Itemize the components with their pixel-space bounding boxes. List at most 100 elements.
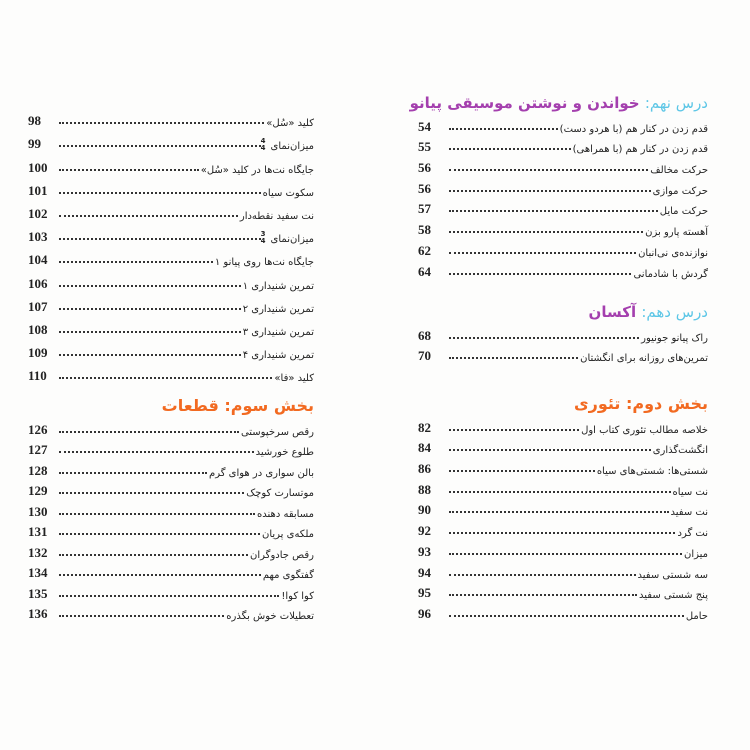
dot-leader [449,127,558,130]
dot-leader [59,191,261,194]
toc-entry[interactable]: جایگاه نت‌ها در کلید «سُل» 100 [28,152,314,176]
dot-leader [59,430,239,433]
toc-entry[interactable]: نوازنده‌ی نی‌انبان 62 [418,238,708,259]
entry-title: خلاصه مطالب تئوری کتاب اول [581,424,708,436]
time-signature-digit: 4 [260,144,266,153]
dot-leader [449,210,658,213]
page-number: 100 [28,159,48,175]
page-number: 82 [418,419,431,435]
entry-title: تمرین شنیداری ۴ [242,350,314,362]
page-number: 135 [28,585,48,601]
dot-leader [59,261,213,264]
toc-entry[interactable]: گفتگوی مهم 134 [28,561,314,581]
toc-entry[interactable]: حرکت مایل 57 [418,197,708,217]
page-number: 134 [28,565,48,580]
page-number: 127 [28,442,48,457]
dot-leader [449,573,636,576]
entry-title: تمرین شنیداری ۱ [242,280,314,292]
toc-entry[interactable]: خلاصه مطالب تئوری کتاب اول 82 [418,415,708,436]
part-3-section: بخش سوم: قطعات رقص سرخپوستی 126 طلوع خورشی… [28,395,314,622]
toc-entry[interactable]: تمرین شنیداری ۳ 108 [28,315,314,338]
toc-entry[interactable]: سه شستی سفید 94 [418,560,708,581]
dot-leader [59,451,254,453]
toc-entry[interactable]: شستی‌ها: شستی‌های سیاه 86 [418,456,708,477]
entry-title: میزان‌نمای [270,234,314,246]
toc-entry[interactable]: تعطیلات خوش بگذره 136 [28,602,314,622]
dot-leader [449,470,595,473]
toc-entry[interactable]: تمرین شنیداری ۲ 107 [28,292,314,315]
toc-entry[interactable]: قدم زدن در کنار هم (با همراهی) 55 [418,135,708,155]
toc-entry[interactable]: میزان‌نمای 3 4 103 [28,222,314,245]
toc-entry[interactable]: رقص سرخپوستی 126 [28,417,314,438]
toc-entry[interactable]: پنج شستی سفید 95 [418,581,708,601]
toc-entry[interactable]: موتسارت کوچک 129 [28,479,314,499]
toc-entry[interactable]: حرکت موازی 56 [418,176,708,197]
dot-leader [449,251,637,254]
toc-entry[interactable]: نت گرد 92 [418,518,708,539]
toc-entry[interactable]: میزان‌نمای 4 4 99 [28,129,314,152]
dot-leader [59,553,249,556]
toc-entry[interactable]: راک پیانو جونیور 68 [418,323,708,344]
page-number: 107 [28,298,48,314]
page-number: 95 [418,585,431,601]
page-number: 126 [28,421,48,437]
entry-title: گردش با شادمانی [633,268,708,280]
entry-title: نت سیاه [672,486,708,498]
toc-entry[interactable]: نت سفید نقطه‌دار 102 [28,199,314,222]
toc-entry[interactable]: گردش با شادمانی 64 [418,259,708,280]
toc-entry[interactable]: نت سفید 90 [418,498,709,519]
toc-entry[interactable]: انگشت‌گذاری 84 [418,436,708,457]
entry-title: بالن سواری در هوای گرم [209,467,314,479]
page-number: 102 [28,205,48,221]
toc-entry[interactable]: حرکت مخالف 56 [418,155,708,176]
dot-leader [59,492,245,494]
entry-title: رقص جادوگران [250,549,314,561]
toc-entry[interactable]: قدم زدن در کنار هم (با هردو دست) 54 [418,114,708,135]
toc-entry[interactable]: ملکه‌ی پریان 131 [28,520,314,540]
entry-title: حرکت موازی [652,185,708,197]
dot-leader [59,168,199,171]
dot-leader [59,145,261,148]
toc-entry[interactable]: حامل 96 [418,601,708,622]
page-number: 88 [418,481,431,497]
lesson-title: خواندن و نوشتن موسیقی پیانو [409,94,640,112]
dot-leader [59,122,265,125]
entry-title: کلید «سُل» [266,118,314,130]
page-number: 131 [28,524,48,539]
dot-leader [449,552,682,555]
toc-list: قدم زدن در کنار هم (با هردو دست) 54 قدم زد… [418,114,708,280]
toc-entry[interactable]: بالن سواری در هوای گرم 128 [28,458,314,479]
page-number: 99 [28,136,41,152]
dot-leader [449,511,669,514]
dot-leader [59,615,225,617]
toc-entry[interactable]: رقص جادوگران 132 [28,540,314,561]
entry-title: رقص سرخپوستی [240,426,314,438]
toc-entry[interactable]: کوا کوا! 135 [28,581,314,602]
dot-leader [449,490,671,493]
dot-leader [449,449,651,452]
toc-entry[interactable]: طلوع خورشید 127 [28,438,314,458]
toc-entry[interactable]: نت سیاه 88 [418,477,708,498]
toc-entry[interactable]: سکوت سیاه 101 [28,176,314,199]
page-number: 110 [28,368,47,384]
toc-entry[interactable]: میزان 93 [418,539,708,560]
entry-title: انگشت‌گذاری [652,445,708,457]
toc-entry[interactable]: جایگاه نت‌ها روی پیانو ۱ 104 [28,245,314,268]
toc-entry[interactable]: تمرین‌های روزانه برای انگشتان 70 [418,344,708,364]
dot-leader [59,330,241,333]
toc-entry[interactable]: کلید «فا» 110 [28,361,314,384]
toc-entry[interactable]: آهسته پارو بزن 58 [418,217,708,238]
toc-entry[interactable]: تمرین شنیداری ۱ 106 [28,268,314,292]
entry-title: تعطیلات خوش بگذره [226,611,314,622]
page-number: 109 [28,345,48,361]
dot-leader [449,272,632,275]
page-number: 84 [418,440,431,456]
entry-title: نت سفید نقطه‌دار [239,210,314,222]
toc-list: کلید «سُل» 98 میزان‌نمای 4 4 99 جایگاه نت‌ها د… [28,106,314,384]
part-2-section: بخش دوم: تئوری خلاصه مطالب تئوری کتاب او… [418,393,708,622]
toc-entry[interactable]: کلید «سُل» 98 [28,106,314,129]
entry-title: نت سفید [670,507,709,519]
toc-entry[interactable]: مسابقه دهنده 130 [28,499,314,520]
toc-entry[interactable]: تمرین شنیداری ۴ 109 [28,338,314,361]
